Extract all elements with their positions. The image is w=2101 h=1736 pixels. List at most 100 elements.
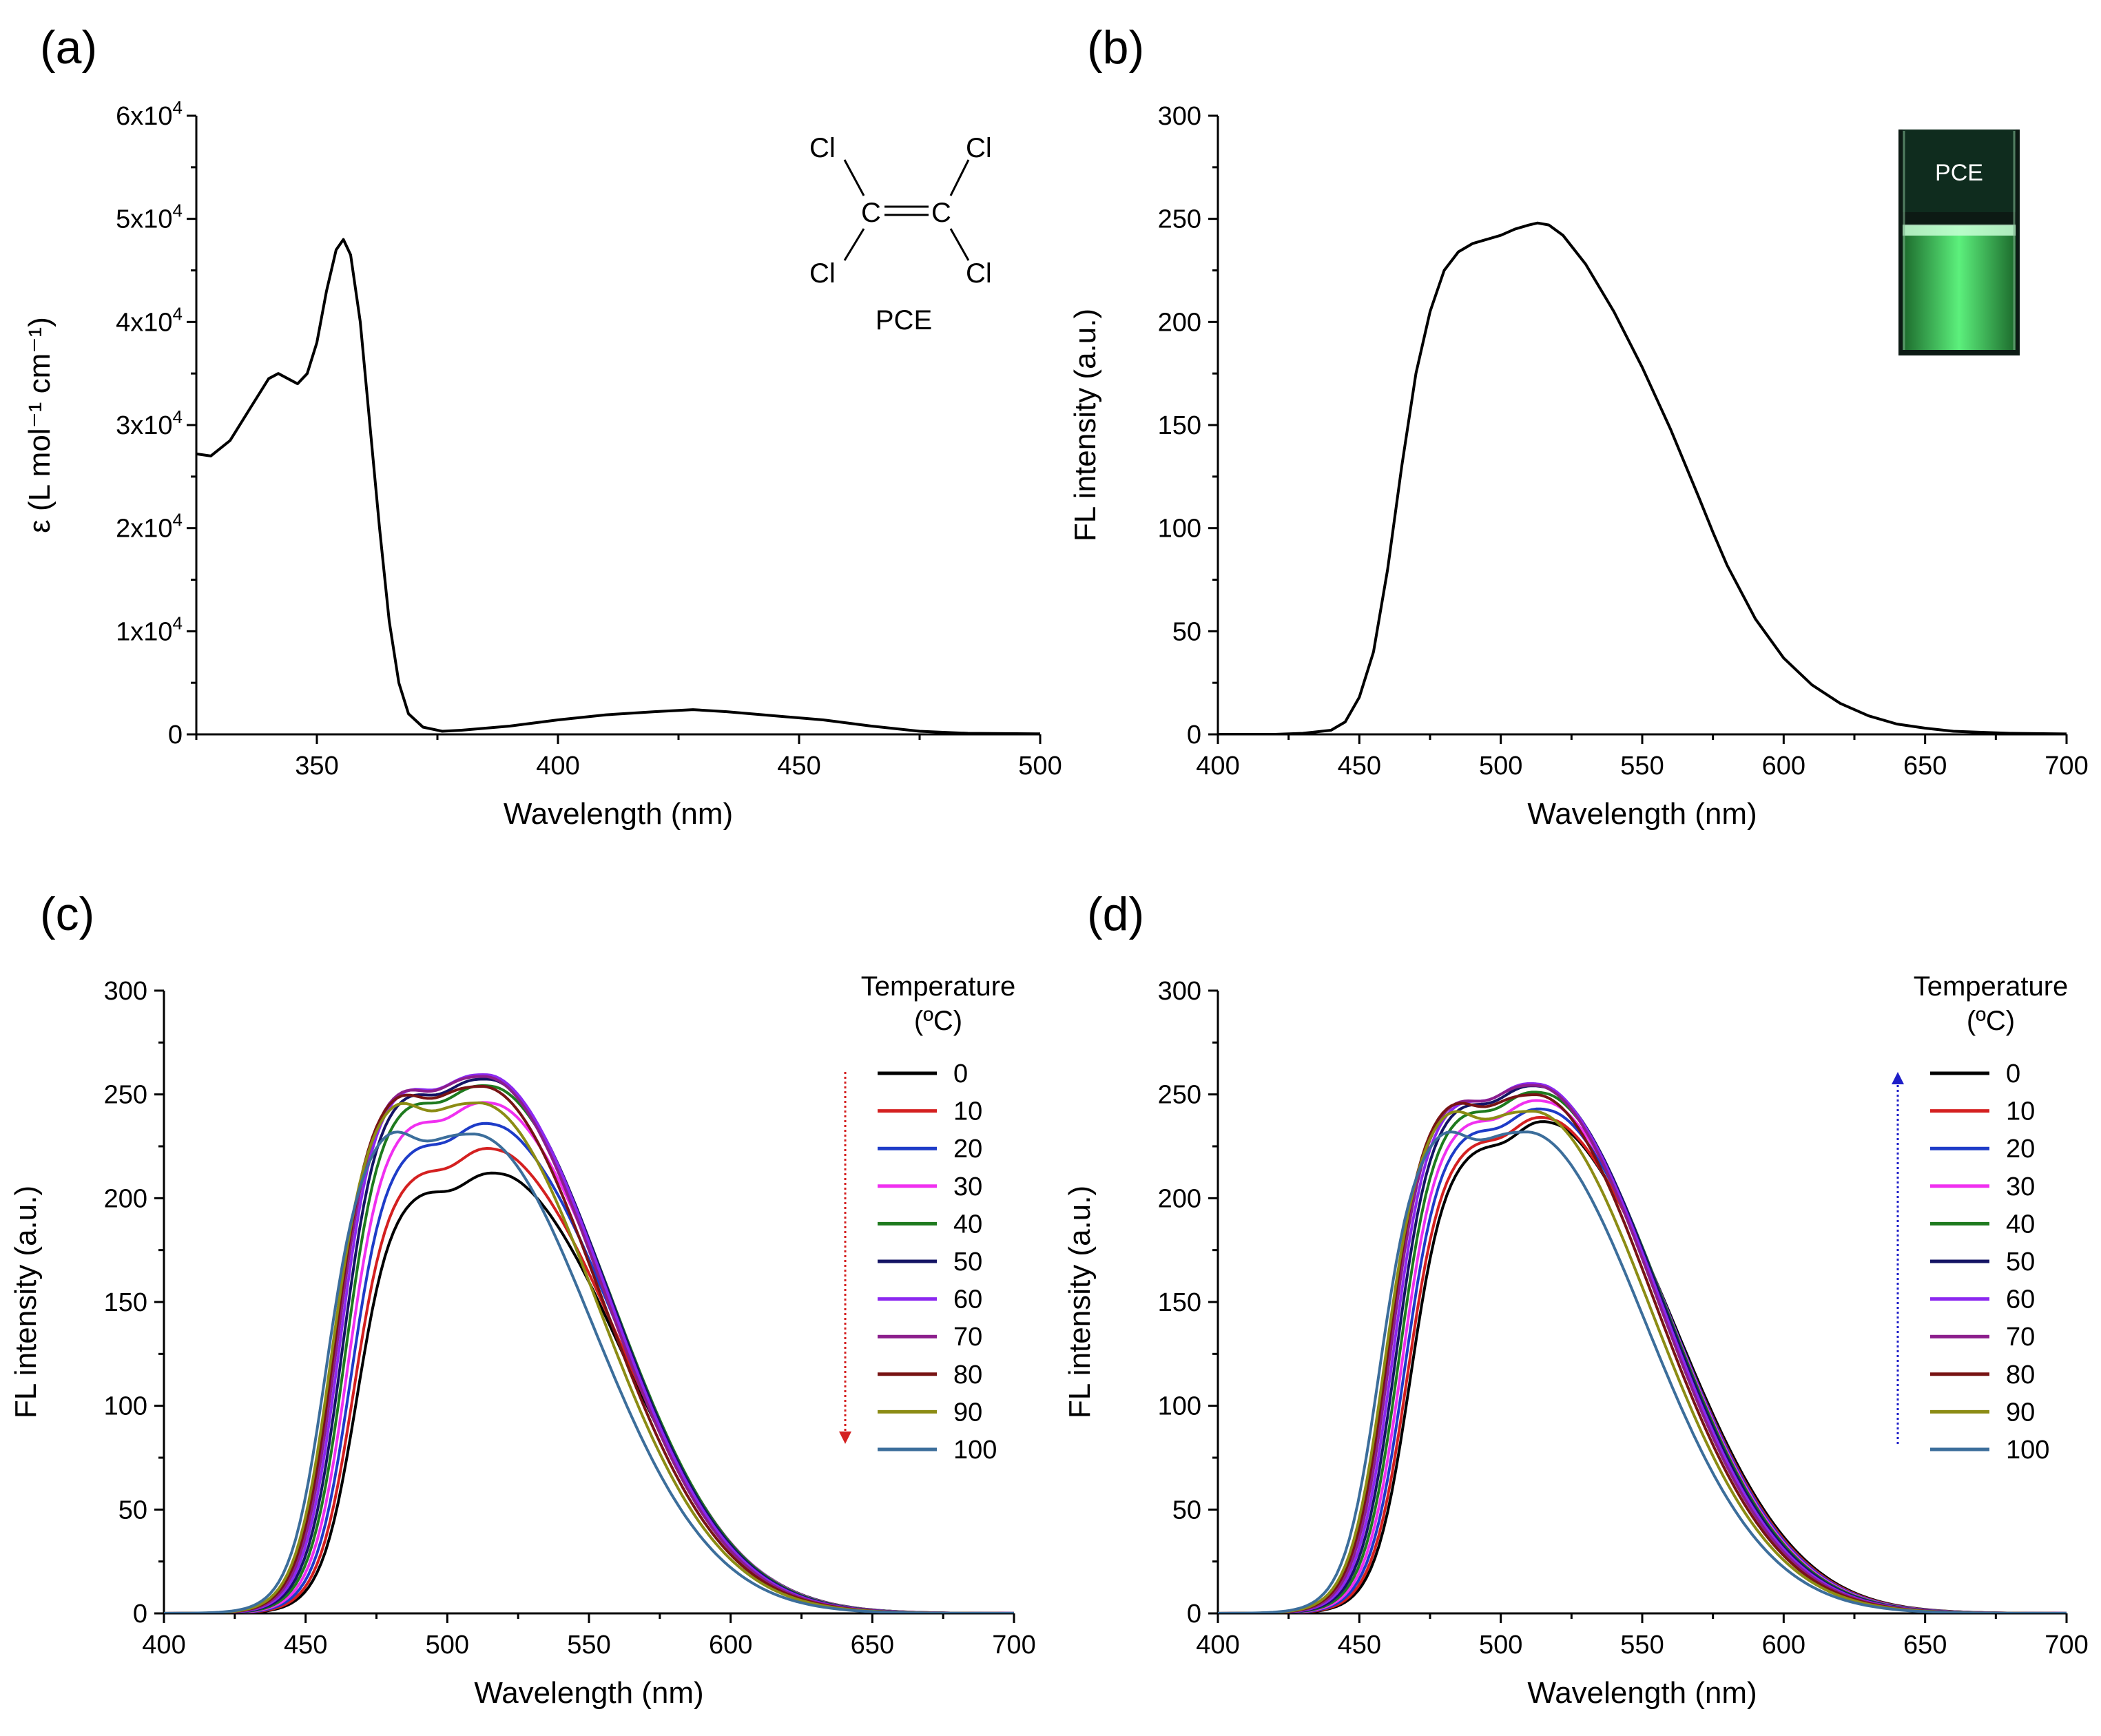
x-tick-label: 450 — [1338, 1631, 1381, 1660]
series-line-100 — [164, 1130, 1014, 1613]
x-tick-label: 400 — [536, 752, 579, 781]
panel-label-b: (b) — [1087, 21, 1144, 74]
x-tick-label: 650 — [851, 1631, 894, 1660]
y-tick-label: 200 — [104, 1184, 147, 1213]
y-tick-label: 150 — [104, 1288, 147, 1317]
bond — [843, 159, 865, 196]
series-line-10 — [1218, 1115, 2067, 1613]
legend-entry-label: 40 — [2006, 1210, 2035, 1239]
y-tick-label: 250 — [1158, 205, 1201, 234]
x-tick-label: 500 — [1018, 752, 1062, 781]
y-axis-label: FL intensity (a.u.) — [9, 1186, 43, 1418]
arrow-head — [1892, 1072, 1904, 1084]
series-line-80 — [1218, 1093, 2067, 1613]
y-tick-label: 200 — [1158, 308, 1201, 337]
x-tick-label: 500 — [1479, 1631, 1522, 1660]
legend-entry-label: 60 — [2006, 1285, 2035, 1314]
atom-label: Cl — [809, 133, 836, 163]
legend-entry-label: 90 — [953, 1398, 982, 1427]
x-tick-label: 550 — [567, 1631, 610, 1660]
meniscus — [1903, 225, 2016, 236]
x-axis-label: Wavelength (nm) — [504, 797, 733, 831]
y-tick-label: 0 — [168, 721, 183, 750]
bond — [949, 228, 970, 261]
series-group — [164, 1073, 1014, 1613]
x-tick-label: 400 — [142, 1631, 185, 1660]
x-tick-label: 350 — [295, 752, 338, 781]
legend-title: Temperature — [861, 971, 1016, 1002]
y-tick-label: 1x104 — [116, 612, 183, 646]
x-tick-label: 500 — [426, 1631, 469, 1660]
y-tick-label: 100 — [1158, 515, 1201, 544]
x-tick-label: 600 — [1762, 752, 1805, 781]
legend: Temperature (ºC) 0 10 20 30 40 50 60 70 80 90 100 — [839, 971, 1015, 1465]
y-tick-label: 2x104 — [116, 510, 183, 544]
series-line-absorption — [196, 238, 1040, 734]
series-line-80 — [164, 1084, 1014, 1613]
legend-entry-label: 40 — [953, 1210, 982, 1239]
series-line-100 — [1218, 1130, 2067, 1613]
legend-entry-label: 90 — [2006, 1398, 2035, 1427]
bond — [843, 228, 865, 261]
panel-label-a: (a) — [40, 21, 97, 74]
x-tick-label: 650 — [1903, 1631, 1947, 1660]
atom-label: C — [861, 198, 881, 228]
legend-entry-label: 0 — [2006, 1060, 2020, 1088]
series-line-50 — [164, 1077, 1014, 1613]
y-tick-label: 150 — [1158, 1288, 1201, 1317]
legend-title-unit: (ºC) — [914, 1006, 962, 1036]
molecule-name: PCE — [876, 305, 932, 335]
x-tick-label: 500 — [1479, 752, 1522, 781]
atom-label: Cl — [809, 258, 836, 289]
x-tick-label: 700 — [2045, 752, 2088, 781]
series-line-40 — [1218, 1091, 2067, 1613]
series-line-PCE — [1218, 221, 2067, 734]
y-axis-label: FL intensity (a.u.) — [1068, 309, 1102, 541]
series-line-70 — [1218, 1084, 2067, 1613]
y-tick-label: 0 — [133, 1600, 147, 1629]
x-axis-label: Wavelength (nm) — [1527, 1676, 1757, 1710]
x-tick-label: 550 — [1620, 752, 1664, 781]
series-group — [196, 238, 1040, 734]
x-tick-label: 600 — [1762, 1631, 1805, 1660]
x-tick-label: 600 — [709, 1631, 752, 1660]
atom-label: Cl — [966, 133, 992, 163]
legend-entry-label: 80 — [953, 1361, 982, 1389]
series-line-50 — [1218, 1084, 2067, 1613]
legend-entry-label: 30 — [953, 1172, 982, 1201]
atom-label: Cl — [966, 258, 992, 289]
y-tick-label: 300 — [1158, 977, 1201, 1006]
x-tick-label: 650 — [1903, 752, 1947, 781]
arrow-head — [839, 1432, 851, 1444]
series-line-90 — [164, 1101, 1014, 1613]
x-tick-label: 550 — [1620, 1631, 1664, 1660]
panel-b: (b) 400 450 500 550 600 650 700 0 50 100 150 200 250 3… — [1068, 21, 2089, 831]
series-line-30 — [1218, 1099, 2067, 1613]
y-tick-label: 300 — [1158, 102, 1201, 131]
series-line-40 — [164, 1084, 1014, 1613]
legend-entry-label: 80 — [2006, 1361, 2035, 1389]
legend-entry-label: 100 — [2006, 1436, 2049, 1465]
legend-entry-label: 10 — [953, 1097, 982, 1126]
pce-structure: Cl Cl C C Cl Cl PCE — [809, 133, 992, 335]
legend-entry-label: 70 — [2006, 1323, 2035, 1352]
x-tick-label: 450 — [284, 1631, 327, 1660]
panel-label-c: (c) — [40, 888, 94, 940]
vial-liquid — [1903, 226, 2016, 350]
legend-entry-label: 20 — [953, 1135, 982, 1164]
y-tick-label: 6x104 — [116, 97, 183, 131]
y-tick-label: 5x104 — [116, 200, 183, 234]
legend-entry-label: 50 — [2006, 1248, 2035, 1277]
y-tick-label: 150 — [1158, 411, 1201, 440]
y-axis-label: FL intensity (a.u.) — [1063, 1186, 1097, 1418]
y-tick-label: 3x104 — [116, 406, 183, 440]
y-tick-label: 300 — [104, 977, 147, 1006]
series-group — [1218, 1082, 2067, 1613]
x-tick-label: 400 — [1196, 752, 1239, 781]
bond — [949, 159, 970, 196]
series-line-10 — [164, 1147, 1014, 1613]
y-tick-label: 250 — [1158, 1081, 1201, 1110]
y-axis-label: ε (L mol⁻¹ cm⁻¹) — [23, 317, 56, 533]
y-tick-label: 0 — [1187, 1600, 1201, 1629]
